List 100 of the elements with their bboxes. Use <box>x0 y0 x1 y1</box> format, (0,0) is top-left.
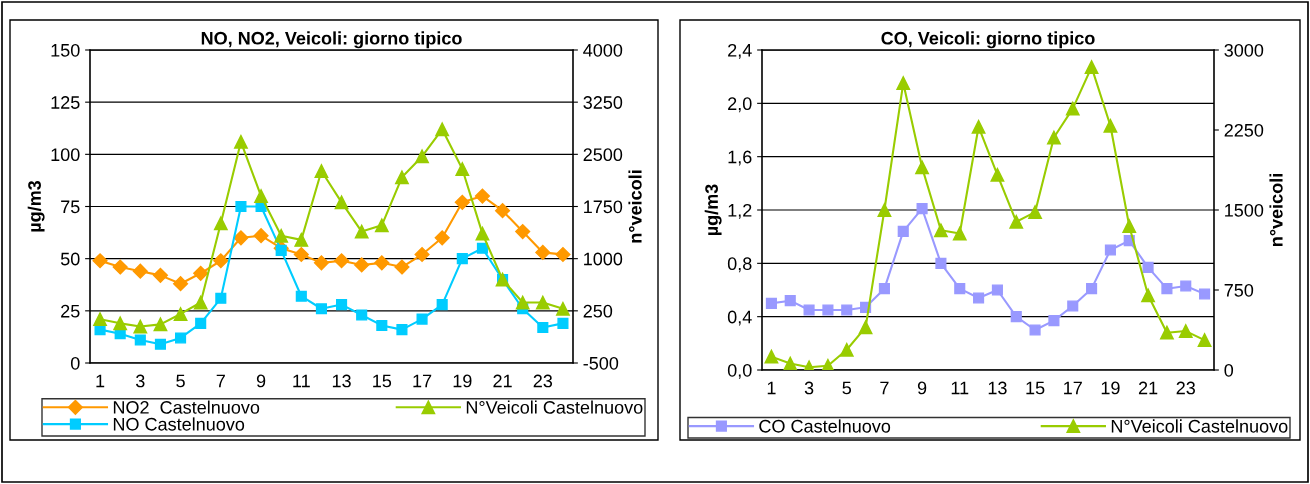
x-tick-label: 3 <box>804 381 814 395</box>
point <box>175 332 187 344</box>
y-tick-label: 0,4 <box>727 310 752 326</box>
point <box>394 259 410 275</box>
y2-tick-label: 0 <box>1224 363 1234 377</box>
x-tick-label: 7 <box>880 381 889 395</box>
y2-tick-label: -500 <box>583 356 619 370</box>
x-tick-label: 23 <box>533 374 553 388</box>
point <box>113 316 128 331</box>
point <box>1122 219 1137 233</box>
point <box>990 167 1005 182</box>
y-tick-label: 2,4 <box>728 43 752 59</box>
x-tick-label: 19 <box>1101 381 1120 395</box>
x-tick-label: 15 <box>1026 381 1045 395</box>
point <box>1159 325 1174 340</box>
point <box>1180 280 1192 292</box>
point <box>764 349 779 364</box>
y2-tick-label: 2250 <box>1224 123 1264 137</box>
point <box>877 203 892 217</box>
point <box>971 119 986 134</box>
x-tick-label: 9 <box>256 374 266 388</box>
y2-axis-title: n°veicoli <box>1269 174 1283 247</box>
point <box>1178 324 1193 339</box>
point <box>839 342 854 357</box>
y2-tick-label: 750 <box>1224 283 1254 297</box>
y-tick-label: 50 <box>60 252 80 266</box>
legend-label: NO2 Castelnuovo <box>113 400 260 414</box>
point <box>896 76 911 91</box>
x-tick-label: 21 <box>1138 381 1158 395</box>
y-tick-label: 0 <box>70 356 80 370</box>
point <box>916 203 928 215</box>
point <box>414 246 430 263</box>
x-tick-label: 9 <box>917 381 927 395</box>
point <box>933 223 948 238</box>
point <box>416 313 428 325</box>
point <box>154 338 166 350</box>
point <box>336 299 348 311</box>
x-tick-label: 17 <box>413 374 432 388</box>
y-tick-label: 0,0 <box>727 363 752 379</box>
point <box>1197 333 1212 348</box>
x-tick-label: 11 <box>951 381 969 395</box>
point <box>1065 101 1080 116</box>
point <box>172 276 189 292</box>
point <box>233 230 249 246</box>
point <box>1103 118 1118 133</box>
point <box>1199 288 1211 300</box>
point <box>193 265 209 281</box>
point <box>193 295 208 310</box>
point <box>803 304 815 316</box>
point <box>293 246 309 263</box>
point <box>555 301 570 316</box>
y-tick-label: 25 <box>61 304 80 318</box>
x-tick-label: 21 <box>493 374 512 388</box>
x-tick-label: 5 <box>176 374 185 388</box>
x-tick-label: 19 <box>453 374 472 388</box>
point <box>153 317 168 332</box>
point <box>476 242 488 254</box>
point <box>1029 324 1041 336</box>
x-tick-label: 13 <box>988 381 1007 395</box>
point <box>991 284 1003 296</box>
y-axis-title: µg/m3 <box>704 184 722 236</box>
y-tick-label: 125 <box>51 96 80 109</box>
point <box>134 334 146 346</box>
point <box>93 312 108 327</box>
y-tick-label: 100 <box>51 148 80 162</box>
point <box>535 295 550 310</box>
point <box>1067 300 1079 312</box>
x-tick-label: 3 <box>135 374 145 388</box>
point <box>954 283 966 295</box>
point <box>1141 288 1156 303</box>
point <box>1028 205 1043 220</box>
point <box>952 226 967 241</box>
point <box>841 304 853 316</box>
point <box>133 319 148 334</box>
x-tick-label: 7 <box>216 374 225 388</box>
x-tick-label: 13 <box>332 374 351 388</box>
point <box>474 188 491 204</box>
legend-label: N°Veicoli Castelnuovo <box>1111 419 1288 433</box>
point <box>783 356 798 370</box>
y-tick-label: 75 <box>61 200 80 214</box>
point <box>515 295 530 310</box>
point <box>436 299 448 311</box>
point <box>132 263 148 279</box>
x-tick-label: 5 <box>842 381 852 395</box>
point <box>333 253 350 269</box>
y2-tick-label: 1750 <box>584 200 623 214</box>
point <box>354 224 369 239</box>
point <box>275 244 287 256</box>
point <box>1084 60 1099 75</box>
point <box>1086 283 1098 295</box>
y-tick-label: 150 <box>51 43 80 57</box>
y-tick-label: 2,0 <box>728 97 752 113</box>
point <box>455 161 470 176</box>
point <box>515 223 531 240</box>
point <box>537 321 549 334</box>
point <box>313 255 330 271</box>
point <box>112 259 128 275</box>
point <box>1142 261 1154 273</box>
point <box>557 317 569 329</box>
x-tick-label: 1 <box>96 374 105 388</box>
